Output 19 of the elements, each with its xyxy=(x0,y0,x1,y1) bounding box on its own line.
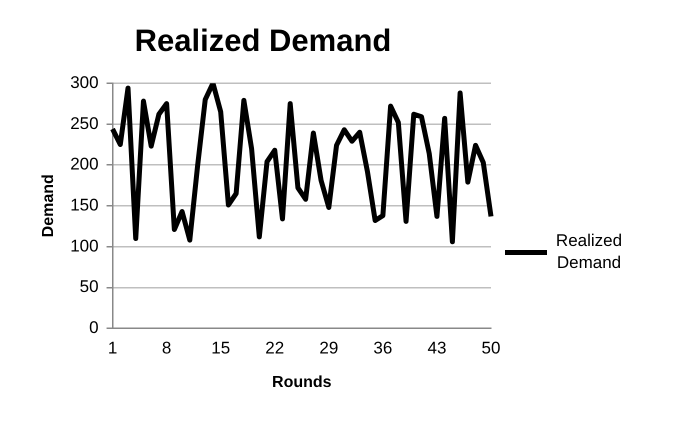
y-tick-label: 250 xyxy=(70,114,99,133)
y-tick-label: 300 xyxy=(70,72,99,92)
x-tick-label: 1 xyxy=(108,338,118,358)
x-tick-label: 50 xyxy=(482,338,500,358)
x-tick-label: 8 xyxy=(162,338,172,358)
x-tick-label: 22 xyxy=(265,338,284,358)
y-tick-label: 50 xyxy=(80,277,99,296)
y-tick-label: 150 xyxy=(70,195,99,214)
x-tick-label: 15 xyxy=(211,338,230,358)
y-tick-label: 0 xyxy=(89,318,99,338)
y-tick-label: 100 xyxy=(70,236,99,256)
x-tick-label: 29 xyxy=(319,338,338,358)
y-tick-label: 200 xyxy=(70,154,99,174)
x-tick-label: 36 xyxy=(373,338,392,358)
y-axis-title: Demand xyxy=(40,174,58,238)
legend-label: Realized Demand xyxy=(554,230,624,274)
chart-title: Realized Demand xyxy=(134,23,392,58)
x-tick-label: 43 xyxy=(427,338,446,358)
x-axis-title: Rounds xyxy=(272,374,332,391)
